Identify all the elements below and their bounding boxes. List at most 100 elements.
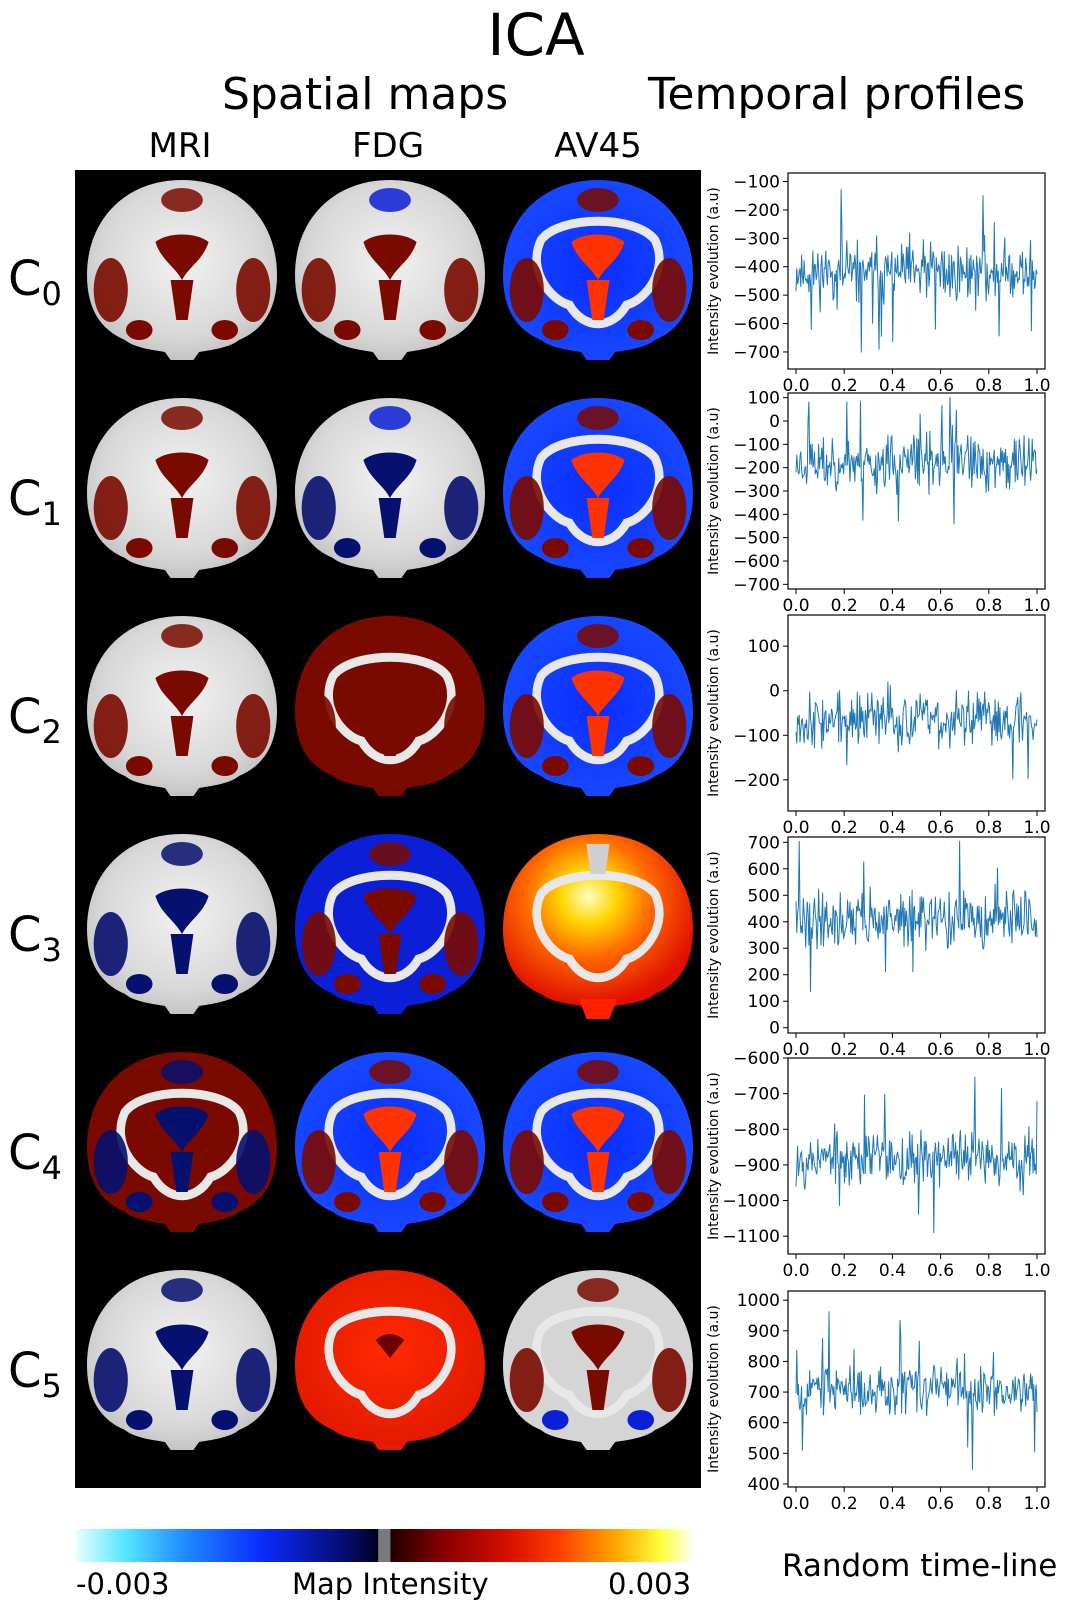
xtick-label-c0: 0.4: [879, 376, 906, 396]
colorbar: [76, 1529, 692, 1562]
colorbar-title: Map Intensity: [292, 1567, 489, 1601]
spatial-maps-svg: [87, 180, 693, 1450]
xtick-label-c5: 0.4: [879, 1494, 906, 1510]
brain-slice-c5-fdg: [295, 1270, 485, 1450]
ytick-label-c5: 900: [748, 1322, 780, 1342]
ytick-label-c1: −600: [733, 552, 780, 572]
ytick-label-c0: −200: [733, 201, 780, 221]
ytick-label-c3: 500: [748, 886, 780, 906]
ytick-label-c2: 0: [769, 682, 780, 702]
xtick-label-c0: 0.6: [927, 376, 954, 396]
xtick-label-c0: 0.2: [831, 376, 858, 396]
xtick-label-c4: 0.0: [782, 1261, 809, 1281]
profile-frame-c3: [787, 836, 1046, 1034]
profile-line-c1: [795, 396, 1038, 524]
profile-line-c5: [795, 1311, 1038, 1470]
ytick-label-c2: −200: [733, 771, 780, 791]
xtick-label-c1: 0.6: [927, 596, 954, 616]
xtick-label-c2: 1.0: [1023, 818, 1050, 838]
component-label-c4: C4: [8, 1125, 62, 1187]
column-header-fdg: FDG: [351, 126, 425, 166]
ytick-label-c2: −100: [733, 726, 780, 746]
xtick-label-c2: 0.8: [975, 818, 1002, 838]
profile-frame-c0: [787, 172, 1046, 370]
ytick-label-c5: 1000: [737, 1291, 780, 1311]
ylabel-c0: Intensity evolution (a.u): [706, 187, 722, 355]
brain-slice-c4-mri: [87, 1052, 277, 1232]
xtick-label-c5: 0.6: [927, 1494, 954, 1510]
component-label-c3: C3: [8, 907, 62, 969]
xtick-label-c5: 0.0: [782, 1494, 809, 1510]
ytick-label-c0: −100: [733, 173, 780, 193]
xtick-label-c1: 0.2: [831, 596, 858, 616]
component-label-c2: C2: [8, 689, 62, 751]
ytick-label-c4: −900: [733, 1156, 780, 1176]
xtick-label-c2: 0.2: [831, 818, 858, 838]
brain-slice-c1-mri: [87, 398, 277, 578]
profile-frame-c2: [787, 614, 1046, 812]
profile-frame-c1: [787, 392, 1046, 590]
profile-chart-c3: 700 600 500 400 300 200 100 00.0 0.2 0.4 0.6 0.8 1.0…: [706, 833, 1051, 1060]
component-label-c0: C0: [8, 251, 62, 313]
xtick-label-c4: 0.4: [879, 1261, 906, 1281]
brain-slice-c3-fdg: [295, 834, 485, 1014]
ytick-label-c0: −300: [733, 229, 780, 249]
ytick-label-c5: 800: [748, 1352, 780, 1372]
ytick-label-c5: 400: [748, 1475, 780, 1495]
xtick-label-c3: 0.0: [782, 1040, 809, 1060]
ytick-label-c1: −500: [733, 529, 780, 549]
xtick-label-c0: 0.0: [782, 376, 809, 396]
xtick-label-c4: 0.8: [975, 1261, 1002, 1281]
xtick-label-c3: 1.0: [1023, 1040, 1050, 1060]
column-header-mri: MRI: [148, 126, 212, 166]
xtick-label-c3: 0.6: [927, 1040, 954, 1060]
ytick-label-c3: 200: [748, 966, 780, 986]
profile-line-c0: [795, 189, 1038, 353]
column-header-av45: AV45: [554, 126, 642, 166]
ytick-label-c1: 0: [769, 412, 780, 432]
ytick-label-c1: −700: [733, 575, 780, 595]
brain-slice-c0-mri: [87, 180, 277, 360]
spatial-maps-header: Spatial maps: [222, 69, 509, 120]
ytick-label-c3: 100: [748, 992, 780, 1012]
brain-slice-c0-fdg: [295, 180, 485, 360]
temporal-profiles-header: Temporal profiles: [648, 69, 1026, 120]
xtick-label-c5: 1.0: [1023, 1494, 1050, 1510]
ytick-label-c3: 300: [748, 939, 780, 959]
x-axis-title: Random time-line: [782, 1548, 1058, 1584]
brain-slice-c2-mri: [87, 616, 277, 796]
profile-frame-c4: [787, 1057, 1046, 1255]
brain-slice-c5-av45: [503, 1270, 693, 1450]
ylabel-c5: Intensity evolution (a.u): [706, 1305, 722, 1473]
xtick-label-c0: 0.8: [975, 376, 1002, 396]
colorbar-min-label: -0.003: [76, 1567, 170, 1601]
xtick-label-c0: 1.0: [1023, 376, 1050, 396]
ytick-label-c3: 400: [748, 913, 780, 933]
ytick-label-c0: −400: [733, 258, 780, 278]
ytick-label-c5: 600: [748, 1414, 780, 1434]
ytick-label-c1: −300: [733, 482, 780, 502]
ytick-label-c2: 100: [748, 637, 780, 657]
ytick-label-c4: −600: [733, 1049, 780, 1069]
temporal-profiles-svg: −100 −200 −300 −400 −500 −600 −700 0.0 0.2 0.4 0.6…: [706, 172, 1051, 1510]
ytick-label-c4: −800: [733, 1120, 780, 1140]
brain-slice-c3-av45: [503, 834, 693, 1019]
colorbar-max-label: 0.003: [608, 1567, 692, 1601]
xtick-label-c3: 0.2: [831, 1040, 858, 1060]
xtick-label-c5: 0.2: [831, 1494, 858, 1510]
brain-slice-c4-av45: [503, 1052, 693, 1232]
brain-slice-c1-av45: [503, 398, 693, 578]
profile-line-c3: [795, 840, 1038, 993]
profile-line-c4: [795, 1076, 1038, 1234]
profile-frame-c5: [787, 1290, 1046, 1488]
xtick-label-c3: 0.4: [879, 1040, 906, 1060]
brain-slice-c4-fdg: [295, 1052, 485, 1232]
ytick-label-c5: 700: [748, 1383, 780, 1403]
ytick-label-c1: −100: [733, 435, 780, 455]
profile-line-c2: [795, 681, 1038, 780]
xtick-label-c1: 0.8: [975, 596, 1002, 616]
xtick-label-c3: 0.8: [975, 1040, 1002, 1060]
